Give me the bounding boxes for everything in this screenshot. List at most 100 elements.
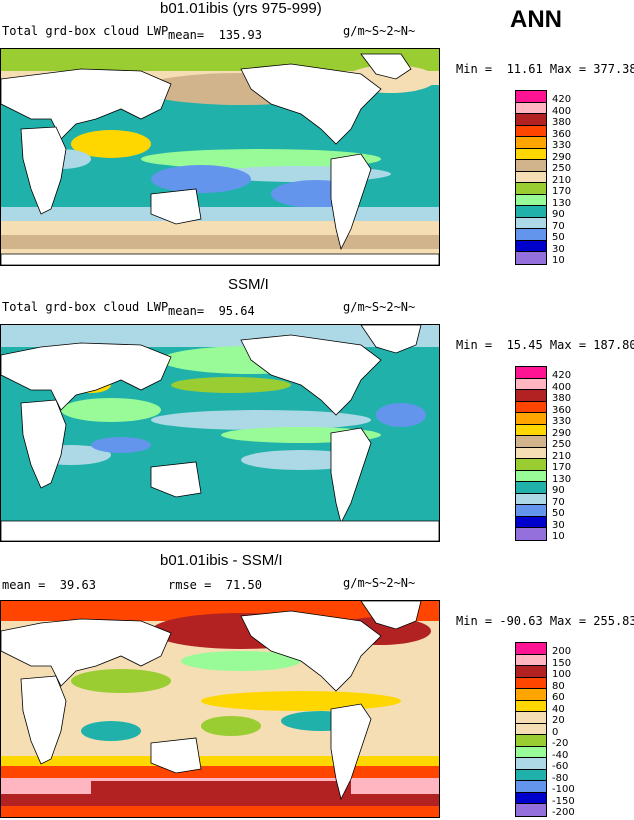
panel2-map: [0, 324, 440, 542]
panel3-legend-swatch: [516, 666, 546, 678]
panel3-minmax: Min = -90.63 Max = 255.83: [456, 614, 634, 628]
panel2-legend-swatch: [516, 470, 546, 482]
panel3-legend-label: -150: [552, 795, 575, 807]
panel2-legend-label: 170: [552, 462, 572, 473]
panel3-legend-label: 80: [552, 680, 565, 692]
panel1-legend-swatch: [516, 114, 546, 126]
panel3-map: [0, 600, 440, 818]
panel2-variable-label: Total grd-box cloud LWP: [2, 300, 169, 314]
panel1-legend-swatch: [516, 206, 546, 218]
panel2-legend-swatch: [516, 516, 546, 528]
panel2-units: g/m~S~2~N~: [343, 300, 416, 314]
panel2-legend-label: 250: [552, 439, 572, 450]
panel1-legend-label: 420: [552, 94, 572, 105]
panel1-legend-label: 380: [552, 117, 572, 128]
panel3-legend-label: -80: [552, 772, 569, 784]
panel1-legend-label: 250: [552, 163, 572, 174]
panel2-legend-label: 130: [552, 473, 572, 485]
panel1-legend-label: 30: [552, 243, 565, 255]
panel1-legend-label: 330: [552, 140, 572, 151]
panel1-legend-label: 290: [552, 151, 572, 163]
panel3-legend-swatch: [516, 723, 546, 735]
panel3-legend-label: 150: [552, 657, 572, 669]
panel3-legend-label: 40: [552, 703, 565, 715]
panel1-legend-swatch: [516, 137, 546, 149]
panel1-legend-label: 170: [552, 186, 572, 197]
panel3-legend-swatch: [516, 677, 546, 689]
panel2-legend-label: 420: [552, 370, 572, 381]
panel1-legend-label: 90: [552, 209, 565, 220]
panel2-legend-label: 70: [552, 496, 565, 508]
panel2-map-graphic: [1, 325, 439, 541]
panel1-mean: mean= 135.93: [168, 28, 262, 42]
panel2-minmax: Min = 15.45 Max = 187.80: [456, 338, 634, 352]
panel3-legend-swatch: [516, 712, 546, 724]
panel1-title: b01.01ibis (yrs 975-999): [160, 0, 322, 17]
panel2-legend-swatch: [516, 424, 546, 436]
panel1-legend-swatch: [516, 252, 546, 264]
panel3-legend-swatch: [516, 758, 546, 770]
panel1-legend-swatch: [516, 229, 546, 241]
panel2-legend-label: 360: [552, 404, 572, 416]
panel3-legend-label: 20: [552, 715, 565, 726]
panel3-legend-label: 60: [552, 692, 565, 703]
panel1-legend-swatch: [516, 171, 546, 183]
panel2-legend-swatch: [516, 401, 546, 413]
panel2-legend-label: 90: [552, 485, 565, 496]
panel3-map-graphic: [1, 601, 439, 817]
panel1-minmax: Min = 11.61 Max = 377.38: [456, 62, 634, 76]
panel1-units: g/m~S~2~N~: [343, 24, 416, 38]
panel2-legend-swatch: [516, 378, 546, 390]
panel3-rmse: rmse = 71.50: [168, 578, 262, 592]
panel2-legend-label: 290: [552, 427, 572, 439]
panel3-legend-swatch: [516, 654, 546, 666]
panel3-legend-swatch: [516, 689, 546, 701]
panel1-variable-label: Total grd-box cloud LWP: [2, 24, 169, 38]
panel1-legend-label: 10: [552, 255, 565, 266]
panel3-legend-swatch: [516, 792, 546, 804]
panel2-legend-swatch: [516, 367, 546, 379]
panel2-legend-label: 400: [552, 381, 572, 393]
panel3-legend-swatch: [516, 735, 546, 747]
panel1-legend-swatch: [516, 160, 546, 172]
panel3-legend-label: 0: [552, 726, 559, 738]
panel3-legend-label: -200: [552, 807, 575, 818]
panel1-legend-swatch: [516, 102, 546, 114]
panel3-legend-swatch: [516, 781, 546, 793]
panel3-legend-label: -20: [552, 738, 569, 749]
panel1-legend-swatch: [516, 125, 546, 137]
panel1-legend: [515, 90, 547, 265]
panel3-legend-label: 100: [552, 669, 572, 680]
panel2-legend-label: 10: [552, 531, 565, 542]
panel3-legend-swatch: [516, 769, 546, 781]
panel1-legend-label: 50: [552, 232, 565, 243]
panel2-legend-swatch: [516, 459, 546, 471]
panel2-legend-label: 380: [552, 393, 572, 404]
panel1-legend-label: 130: [552, 197, 572, 209]
panel3-legend-swatch: [516, 643, 546, 655]
panel1-legend-label: 400: [552, 105, 572, 117]
panel3-legend-label: -100: [552, 784, 575, 795]
panel2-legend-swatch: [516, 505, 546, 517]
panel3-units: g/m~S~2~N~: [343, 576, 416, 590]
panel1-legend-swatch: [516, 183, 546, 195]
panel2-title: SSM/I: [228, 276, 269, 293]
panel3-mean: mean = 39.63: [2, 578, 96, 592]
panel1-legend-swatch: [516, 217, 546, 229]
panel2-legend-swatch: [516, 447, 546, 459]
panel1-legend-label: 360: [552, 128, 572, 140]
panel3-legend-label: -40: [552, 749, 569, 761]
panel2-legend-swatch: [516, 528, 546, 540]
panel1-legend-swatch: [516, 240, 546, 252]
panel2-legend: [515, 366, 547, 541]
panel2-legend-label: 210: [552, 450, 572, 462]
panel2-legend-label: 330: [552, 416, 572, 427]
panel2-legend-swatch: [516, 413, 546, 425]
panel2-legend-swatch: [516, 482, 546, 494]
panel3-legend-swatch: [516, 746, 546, 758]
panel1-legend-labels: 420 400 380 360 330 290 250 210 170 130 90 70 50 30 10: [552, 94, 571, 267]
panel2-mean: mean= 95.64: [168, 304, 255, 318]
panel2-legend-label: 30: [552, 519, 565, 531]
panel2-legend-swatch: [516, 436, 546, 448]
panel2-legend-swatch: [516, 390, 546, 402]
